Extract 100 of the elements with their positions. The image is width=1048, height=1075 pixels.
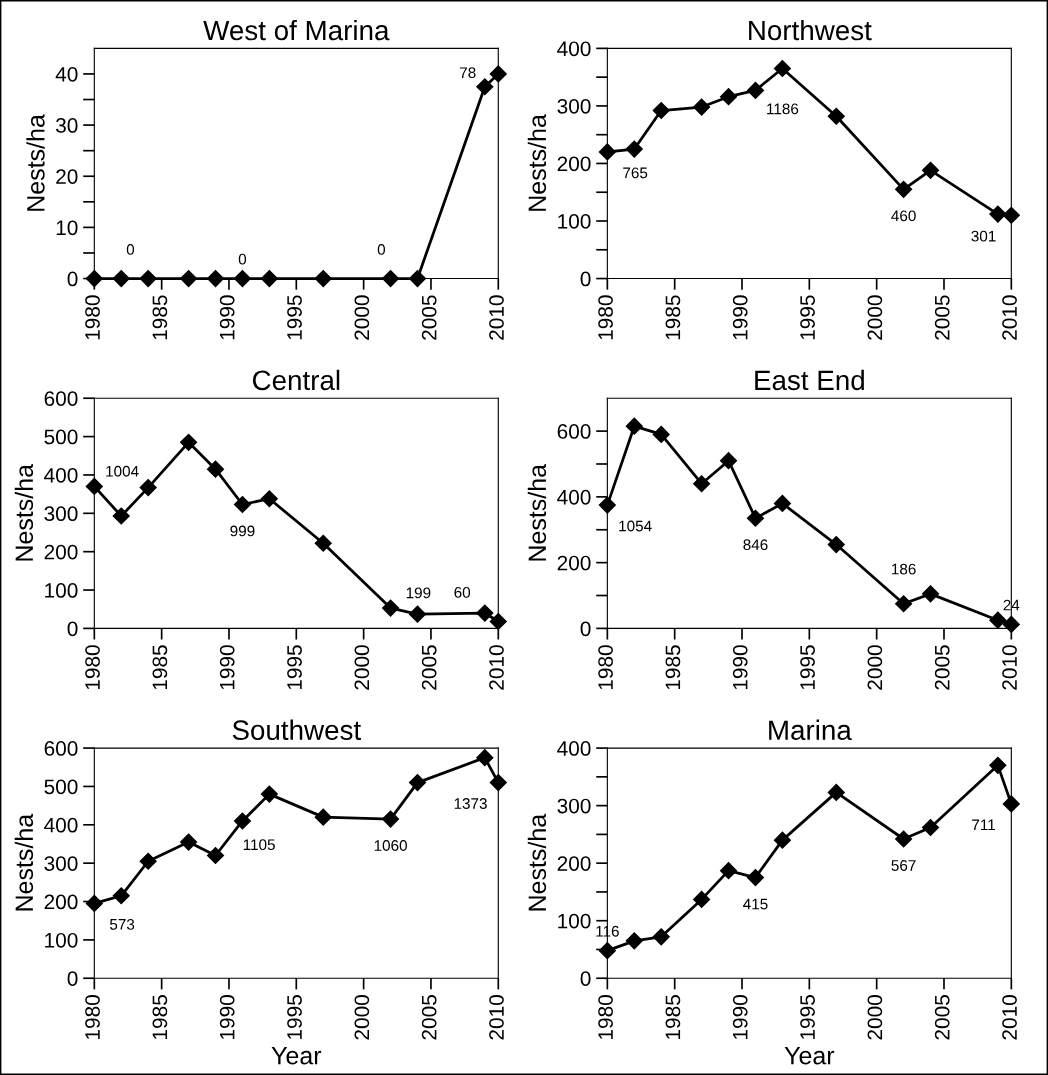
point	[233, 495, 251, 514]
annotation: 765	[623, 167, 648, 179]
point	[382, 269, 400, 288]
y-tick-label: 100	[45, 583, 78, 598]
x-tick-label: 2000	[867, 295, 883, 340]
point	[921, 818, 940, 837]
chart-title: Northwest	[749, 19, 872, 41]
y-axis-title: Nests/ha	[26, 114, 45, 211]
point	[206, 460, 225, 478]
point	[476, 749, 494, 767]
y-tick-label: 10	[56, 220, 78, 236]
y-tick-label: 200	[557, 555, 591, 571]
x-tick-label: 2000	[354, 645, 370, 690]
y-tick-label: 400	[557, 41, 591, 57]
y-tick-label: 300	[557, 98, 591, 114]
x-tick-label: 2005	[934, 295, 950, 340]
point	[693, 475, 711, 493]
point	[260, 490, 278, 508]
x-tick-label: 1980	[85, 295, 100, 340]
x-tick-label: 1985	[665, 295, 681, 340]
x-tick-label: 2005	[934, 995, 950, 1040]
y-tick-label: 100	[558, 913, 591, 929]
y-tick-label: 0	[580, 971, 591, 986]
x-tick-label: 1985	[665, 995, 681, 1039]
annotation: 999	[230, 525, 255, 537]
y-tick-label: 400	[44, 467, 78, 483]
y-tick-label: 200	[44, 894, 78, 910]
annotation: 711	[972, 819, 995, 831]
point	[921, 161, 940, 179]
y-tick-label: 300	[44, 856, 78, 871]
point	[625, 417, 643, 435]
annotation: 1054	[619, 520, 652, 532]
y-tick-label: 600	[44, 391, 78, 406]
annotation: 199	[406, 587, 431, 599]
y-tick-label: 0	[580, 271, 591, 287]
point	[314, 808, 332, 826]
x-tick-label: 2000	[354, 995, 370, 1040]
point	[382, 810, 400, 828]
y-axis-title: Nests/ha	[14, 463, 34, 561]
y-tick-label: 0	[67, 271, 78, 287]
y-tick-label: 200	[557, 156, 591, 172]
point	[85, 894, 103, 912]
y-axis-title: Nests/ha	[14, 813, 34, 911]
point	[895, 180, 913, 198]
y-tick-label: 400	[557, 489, 591, 505]
point	[112, 887, 130, 905]
x-tick-label: 1995	[800, 995, 815, 1039]
chart-title: Central	[252, 369, 340, 391]
y-tick-label: 200	[44, 544, 78, 560]
annotation: 1373	[454, 798, 487, 809]
point	[827, 107, 845, 125]
x-tick-label: 1995	[287, 995, 302, 1039]
y-tick-label: 0	[67, 621, 78, 637]
y-tick-label: 0	[67, 971, 78, 986]
point	[233, 812, 251, 830]
annotation: 460	[891, 210, 916, 222]
annotation: 573	[109, 918, 135, 930]
y-tick-label: 200	[557, 856, 591, 871]
point	[408, 774, 427, 792]
point	[989, 205, 1007, 223]
point	[489, 65, 507, 83]
point	[139, 852, 157, 870]
y-axis-title: Nests/ha	[527, 463, 547, 561]
x-tick-label: 1990	[219, 995, 235, 1039]
point	[921, 585, 940, 603]
point	[476, 78, 494, 96]
point	[314, 534, 332, 552]
point	[489, 612, 507, 631]
x-tick-label: 1980	[85, 645, 100, 690]
annotation: 1004	[106, 465, 139, 477]
x-tick-label: 2010	[489, 995, 504, 1040]
point	[746, 868, 765, 887]
annotation: 1186	[767, 103, 799, 115]
annotation: 0	[377, 244, 386, 255]
point	[652, 425, 670, 443]
point	[693, 98, 711, 116]
point	[1002, 615, 1020, 634]
point	[489, 774, 507, 792]
chart-title: Marina	[769, 719, 852, 741]
x-tick-label: 1980	[598, 295, 613, 340]
x-tick-label: 1995	[287, 645, 302, 690]
annotation: 186	[892, 563, 916, 575]
y-tick-label: 20	[56, 169, 78, 184]
point	[112, 269, 130, 288]
y-tick-label: 500	[44, 429, 78, 445]
point	[746, 81, 765, 99]
x-tick-label: 1985	[152, 295, 168, 340]
point	[773, 494, 791, 513]
point	[827, 783, 845, 801]
annotation: 1105	[243, 839, 275, 851]
point	[989, 611, 1007, 629]
y-tick-label: 300	[44, 506, 78, 522]
y-tick-label: 0	[580, 621, 591, 637]
y-axis-title: Nests/ha	[527, 114, 547, 211]
annotation: 1060	[374, 840, 407, 851]
annotation: 0	[126, 244, 135, 255]
x-tick-label: 2010	[489, 295, 504, 340]
y-tick-label: 30	[55, 118, 78, 133]
point	[206, 269, 225, 288]
x-tick-label: 1995	[800, 295, 815, 340]
